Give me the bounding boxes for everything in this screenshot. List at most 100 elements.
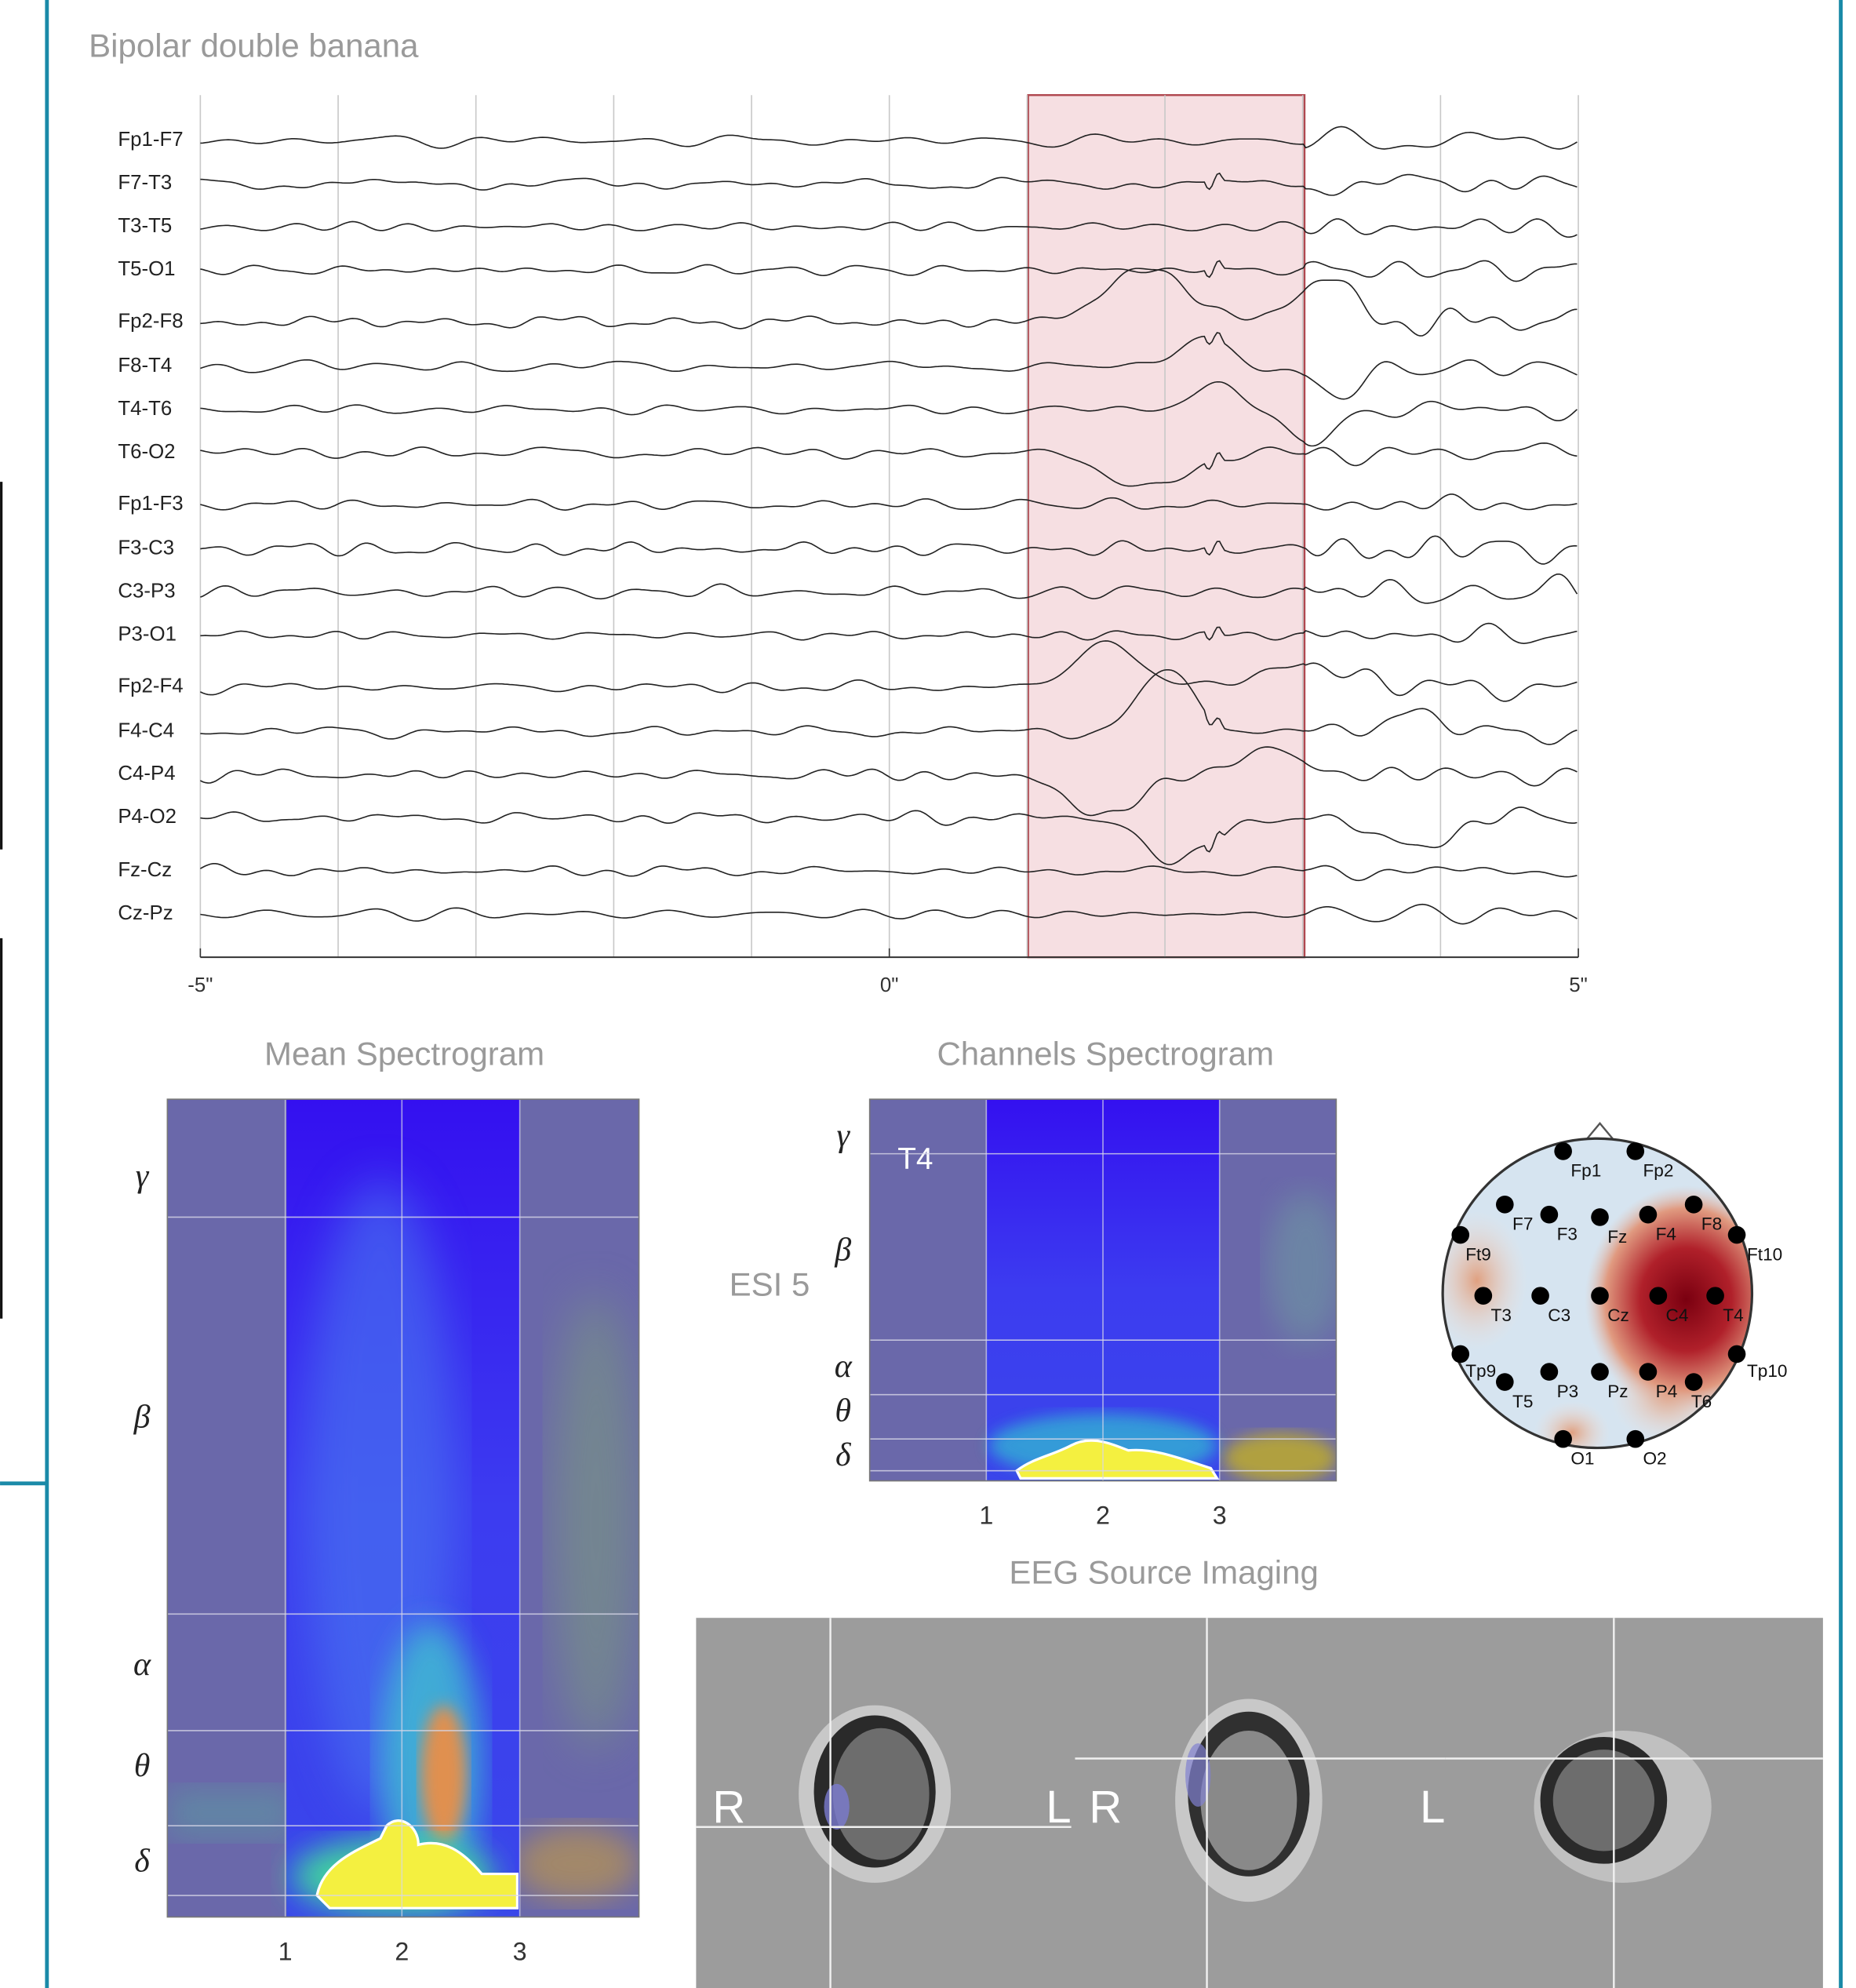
electrode — [1626, 1430, 1644, 1448]
electrode-label: F4 — [1656, 1225, 1676, 1244]
time-tick-label: 0" — [880, 974, 899, 996]
channel-label: C3-P3 — [118, 581, 175, 603]
electrode — [1639, 1363, 1658, 1381]
band-label: γ — [136, 1159, 150, 1195]
esi-title: EEG Source Imaging — [1009, 1553, 1319, 1590]
source-imaging — [696, 1618, 1823, 1988]
electrode-label: O2 — [1643, 1449, 1666, 1469]
eeg-title: Bipolar double banana — [89, 27, 419, 64]
electrode — [1531, 1287, 1549, 1305]
mean-spectrogram-title: Mean Spectrogram — [264, 1036, 544, 1072]
electrode-label: Fp2 — [1643, 1161, 1673, 1181]
electrode-label: Ft10 — [1747, 1244, 1782, 1264]
band-label: δ — [835, 1437, 852, 1473]
orientation-label: R — [1089, 1782, 1122, 1833]
selection-window — [1028, 95, 1305, 957]
electrode-label: P4 — [1656, 1382, 1678, 1401]
electrode — [1451, 1226, 1469, 1244]
electrode — [1728, 1345, 1746, 1364]
electrode-label: O1 — [1570, 1449, 1594, 1469]
electrode — [1706, 1287, 1724, 1305]
channel-label: F3-C3 — [118, 537, 174, 559]
channel-label: P4-O2 — [118, 806, 177, 828]
channel-label: Fz-Cz — [118, 859, 172, 881]
electrode — [1554, 1142, 1572, 1160]
mean-spectrogram — [167, 1099, 640, 1917]
channel-label: Cz-Pz — [118, 902, 173, 924]
esi-label: ESI 5 — [730, 1266, 810, 1303]
band-label: β — [834, 1232, 851, 1268]
channel-label: F8-T4 — [118, 355, 172, 377]
electrode-label: F7 — [1512, 1214, 1533, 1234]
orientation-label: L — [1420, 1782, 1445, 1833]
channels-spectrogram-title: Channels Spectrogram — [937, 1036, 1274, 1072]
electrode — [1685, 1373, 1703, 1391]
electrode-label: P3 — [1557, 1382, 1579, 1401]
electrode — [1496, 1196, 1514, 1214]
electrode — [1554, 1430, 1572, 1448]
electrode — [1650, 1287, 1668, 1305]
channel-label: T4-T6 — [118, 398, 172, 420]
channel-label: Fp1-F7 — [118, 129, 183, 151]
electrode-label: Tp10 — [1747, 1361, 1788, 1381]
time-tick-label: 5" — [1569, 974, 1588, 996]
band-label: δ — [134, 1843, 151, 1879]
channel-label: F4-C4 — [118, 719, 174, 741]
channel-label: Fp2-F4 — [118, 675, 183, 697]
electrode — [1626, 1142, 1644, 1160]
electrode-label: T3 — [1491, 1305, 1512, 1325]
channel-label: C4-P4 — [118, 763, 175, 785]
electrode-label: F8 — [1701, 1214, 1722, 1234]
eeg-panel: -5" 0" 5" Fp1-F7 F7-T3 T3-T5 T5-O1 Fp2-F8 F8-T4 T… — [118, 95, 1587, 996]
electrode-label: Cz — [1607, 1305, 1629, 1325]
electrode — [1541, 1206, 1559, 1224]
x-tick-label: 2 — [395, 1937, 409, 1965]
electrode — [1451, 1345, 1469, 1364]
electrode-label: C4 — [1666, 1305, 1689, 1325]
channel-label: Fp2-F8 — [118, 310, 183, 332]
electrode — [1685, 1196, 1703, 1214]
channels-spectrogram — [870, 1099, 1344, 1484]
electrode-label: F3 — [1557, 1225, 1578, 1244]
x-tick-label: 2 — [1096, 1502, 1110, 1530]
electrode-label: Fp1 — [1570, 1161, 1601, 1181]
x-tick-label: 1 — [278, 1937, 293, 1965]
electrode-label: Tp9 — [1465, 1361, 1496, 1381]
electrode — [1541, 1363, 1559, 1381]
channel-label: T6-O2 — [118, 441, 175, 463]
electrode — [1591, 1363, 1609, 1381]
x-tick-label: 3 — [513, 1937, 527, 1965]
electrode — [1591, 1287, 1609, 1305]
x-tick-label: 3 — [1213, 1502, 1227, 1530]
electrode-label: Ft9 — [1465, 1244, 1491, 1264]
channel-name: T4 — [897, 1142, 933, 1176]
channel-label: P3-O1 — [118, 623, 177, 645]
time-tick-label: -5" — [187, 974, 213, 996]
electrode — [1496, 1373, 1514, 1391]
electrode — [1475, 1287, 1493, 1305]
band-label: β — [133, 1400, 151, 1436]
electrode-label: T6 — [1691, 1392, 1712, 1411]
channel-label: Fp1-F3 — [118, 493, 183, 515]
channel-label: T5-O1 — [118, 258, 175, 280]
screenshot: Bipolar double banana -5" 0" 5" Fp1-F7 F7-T3… — [0, 0, 1856, 1988]
band-label: α — [835, 1349, 853, 1385]
electrode-label: T5 — [1512, 1392, 1533, 1411]
topomap: Fp1 Fp2 F7 F3 Fz F4 F8 Ft9 Ft10 T3 C3 Cz C4 T4 Tp9 T5 P3… — [1426, 1123, 1788, 1469]
channel-label: F7-T3 — [118, 172, 172, 194]
orientation-label: L — [1046, 1782, 1071, 1833]
electrode-label: T4 — [1723, 1305, 1743, 1325]
band-label: α — [133, 1647, 151, 1683]
electrode-label: Fz — [1607, 1227, 1627, 1247]
electrode — [1728, 1226, 1746, 1244]
orientation-label: R — [712, 1782, 745, 1833]
band-label: γ — [836, 1118, 850, 1154]
electrode — [1639, 1206, 1658, 1224]
channel-label: T3-T5 — [118, 215, 172, 237]
band-label: θ — [835, 1393, 851, 1429]
electrode — [1591, 1208, 1609, 1226]
band-label: θ — [134, 1748, 151, 1784]
electrode-label: C3 — [1548, 1305, 1570, 1325]
electrode-label: Pz — [1607, 1382, 1628, 1401]
x-tick-label: 1 — [979, 1502, 993, 1530]
